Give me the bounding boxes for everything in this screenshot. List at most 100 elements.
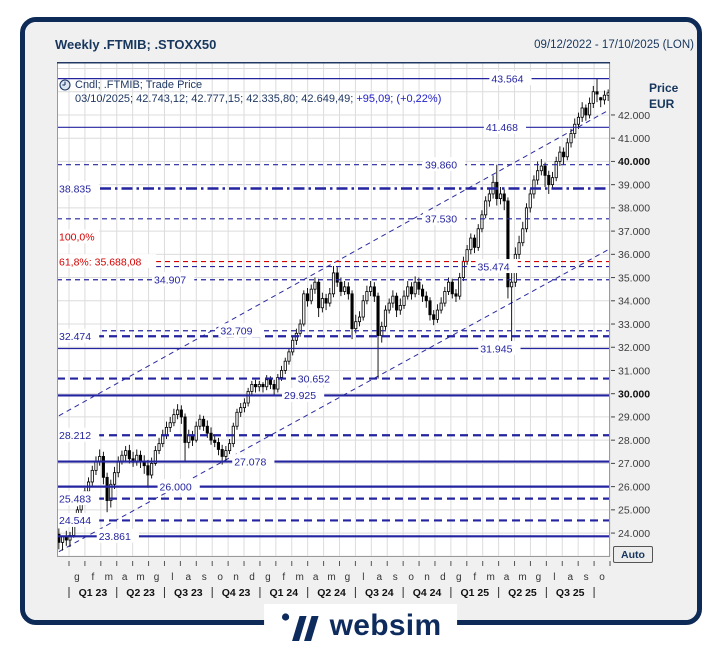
svg-text:g: g <box>345 572 351 583</box>
svg-text:s: s <box>393 572 398 583</box>
plot-background[interactable] <box>57 62 610 557</box>
svg-text:23.861: 23.861 <box>99 531 131 543</box>
websim-logo-text: websim <box>329 609 442 642</box>
svg-text:Q2 23: Q2 23 <box>126 587 155 599</box>
svg-text:m: m <box>327 572 335 583</box>
svg-text:a: a <box>567 572 573 583</box>
svg-text:Q3 23: Q3 23 <box>174 587 203 599</box>
svg-text:o: o <box>408 572 414 583</box>
chart-svg[interactable]: 43.564 41.468 39.860 38.835 37.530 100,0% 61,8… <box>57 62 700 607</box>
svg-text:Q2 25: Q2 25 <box>508 587 537 599</box>
level-labels-layer: 43.564 41.468 39.860 38.835 37.530 100,0% 61,8… <box>57 71 532 543</box>
svg-text:m: m <box>105 572 113 583</box>
svg-text:31.945: 31.945 <box>480 343 512 355</box>
svg-text:28.212: 28.212 <box>59 430 91 442</box>
svg-text:32.709: 32.709 <box>220 326 252 338</box>
svg-text:Q4 23: Q4 23 <box>222 587 251 599</box>
axis-title-currency: EUR <box>649 97 675 111</box>
svg-text:l: l <box>553 572 555 583</box>
legend: Cndl; .FTMIB; Trade Price 03/10/2025; 42… <box>59 78 441 106</box>
svg-text:m: m <box>136 572 144 583</box>
svg-text:31.000: 31.000 <box>618 365 650 377</box>
svg-text:Q3 24: Q3 24 <box>365 587 394 599</box>
svg-text:40.000: 40.000 <box>618 156 650 168</box>
svg-text:l: l <box>362 572 364 583</box>
svg-text:g: g <box>154 572 160 583</box>
svg-text:g: g <box>74 572 80 583</box>
svg-text:29.925: 29.925 <box>284 390 316 402</box>
svg-text:f: f <box>282 572 285 583</box>
svg-text:d: d <box>440 572 446 583</box>
svg-text:41.000: 41.000 <box>618 133 650 145</box>
legend-row-1: Cndl; .FTMIB; Trade Price <box>59 78 441 92</box>
svg-text:g: g <box>456 572 462 583</box>
svg-text:39.860: 39.860 <box>425 159 457 171</box>
svg-text:32.474: 32.474 <box>59 331 91 343</box>
svg-text:Q1 25: Q1 25 <box>460 587 489 599</box>
svg-text:Q1 23: Q1 23 <box>79 587 108 599</box>
svg-text:Q4 24: Q4 24 <box>413 587 442 599</box>
svg-text:29.000: 29.000 <box>618 412 650 424</box>
svg-text:100,0%: 100,0% <box>59 232 95 244</box>
svg-text:26.000: 26.000 <box>160 481 192 493</box>
date-range: 09/12/2022 - 17/10/2025 (LON) <box>534 39 694 51</box>
svg-text:36.000: 36.000 <box>618 249 650 261</box>
candles-layer[interactable] <box>57 78 616 551</box>
auto-scale-button[interactable]: Auto <box>613 546 653 563</box>
svg-text:g: g <box>536 572 542 583</box>
svg-text:35.000: 35.000 <box>618 272 650 284</box>
svg-text:38.835: 38.835 <box>59 183 91 195</box>
svg-text:42.000: 42.000 <box>618 110 650 122</box>
svg-text:25.483: 25.483 <box>59 493 91 505</box>
svg-text:27.078: 27.078 <box>234 456 266 468</box>
websim-logo-mark-icon <box>280 610 320 642</box>
svg-text:24.000: 24.000 <box>618 528 650 540</box>
svg-text:32.000: 32.000 <box>618 342 650 354</box>
websim-logo: websim <box>263 604 458 648</box>
svg-text:m: m <box>296 572 304 583</box>
svg-text:Q1 24: Q1 24 <box>270 587 299 599</box>
svg-text:39.000: 39.000 <box>618 179 650 191</box>
svg-text:a: a <box>122 572 128 583</box>
svg-text:d: d <box>249 572 255 583</box>
svg-text:30.000: 30.000 <box>618 389 650 401</box>
svg-text:26.000: 26.000 <box>618 481 650 493</box>
svg-text:Q2 24: Q2 24 <box>317 587 346 599</box>
svg-text:Q3 25: Q3 25 <box>556 587 585 599</box>
svg-text:33.000: 33.000 <box>618 319 650 331</box>
svg-text:61,8%: 35.688,08: 61,8%: 35.688,08 <box>59 256 141 268</box>
svg-text:n: n <box>424 572 430 583</box>
svg-text:g: g <box>265 572 271 583</box>
x-axis[interactable]: g f m a m g l a s o n d g f m a m g l a s o n d g f m a m g l a s oQ1 23 Q… <box>68 561 611 599</box>
svg-text:34.907: 34.907 <box>154 275 186 287</box>
svg-text:41.468: 41.468 <box>486 122 518 134</box>
chart-title: Weekly .FTMIB; .STOXX50 <box>55 37 217 52</box>
legend-change-value: +95,09; (+0,22%) <box>356 93 442 105</box>
svg-text:37.000: 37.000 <box>618 226 650 238</box>
svg-text:o: o <box>599 572 605 583</box>
svg-text:m: m <box>518 572 526 583</box>
svg-text:37.530: 37.530 <box>425 214 457 226</box>
legend-row-2: 03/10/2025; 42.743,12; 42.777,15; 42.335… <box>75 92 441 106</box>
svg-text:s: s <box>202 572 207 583</box>
svg-text:a: a <box>313 572 319 583</box>
legend-series-label: Cndl; .FTMIB; Trade Price <box>75 79 203 91</box>
clock-icon[interactable] <box>59 79 71 91</box>
svg-text:o: o <box>217 572 223 583</box>
svg-text:s: s <box>584 572 589 583</box>
svg-text:25.000: 25.000 <box>618 505 650 517</box>
svg-text:a: a <box>186 572 192 583</box>
svg-text:a: a <box>376 572 382 583</box>
svg-text:f: f <box>473 572 476 583</box>
y-axis[interactable]: 24.000 25.000 26.000 27.000 28.000 29.000 30.0… <box>611 110 650 540</box>
svg-text:28.000: 28.000 <box>618 435 650 447</box>
svg-text:27.000: 27.000 <box>618 458 650 470</box>
legend-ohlc-values: 03/10/2025; 42.743,12; 42.777,15; 42.335… <box>75 93 357 105</box>
svg-text:30.652: 30.652 <box>298 373 330 385</box>
svg-text:f: f <box>91 572 94 583</box>
svg-text:43.564: 43.564 <box>491 73 523 85</box>
svg-text:l: l <box>171 572 173 583</box>
svg-text:34.000: 34.000 <box>618 296 650 308</box>
plot-border <box>57 62 610 557</box>
